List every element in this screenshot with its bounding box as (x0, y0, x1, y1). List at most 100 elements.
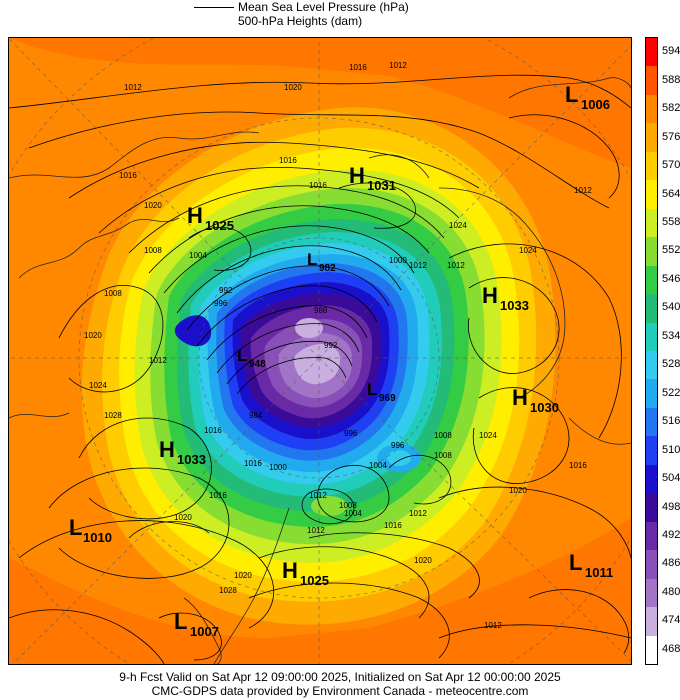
vortex-east-core (387, 450, 411, 466)
isobar-label: 1012 (309, 491, 327, 500)
colorbar-swatch (646, 94, 657, 124)
isobars (9, 74, 631, 664)
isobar-label: 1004 (189, 251, 207, 260)
isobar-label: 1000 (389, 256, 407, 265)
svg-text:1010: 1010 (83, 530, 112, 545)
colorbar-tick-label: 528 (662, 358, 680, 371)
isobar-label: 1012 (307, 526, 325, 535)
colorbar-swatch (646, 493, 657, 523)
colorbar-tick-label: 510 (662, 443, 680, 456)
colorbar-tick-label: 498 (662, 500, 680, 513)
colorbar-swatch (646, 151, 657, 181)
height-band-588 (9, 38, 631, 168)
colorbar-swatch (646, 208, 657, 238)
isobar-legend-line (194, 7, 234, 8)
svg-text:1033: 1033 (500, 298, 529, 313)
forecast-valid-line: 9-h Fcst Valid on Sat Apr 12 09:00:00 20… (119, 670, 561, 684)
isobar-label: 1020 (174, 513, 192, 522)
height-band-474 (293, 344, 340, 385)
isobar-label: 984 (249, 411, 263, 420)
colorbar-swatch (646, 265, 657, 295)
svg-text:L: L (174, 609, 187, 634)
colorbar-swatch (646, 123, 657, 153)
isobar-label: 1008 (339, 501, 357, 510)
colorbar-tick-label: 474 (662, 614, 680, 627)
isobar-label: 1020 (284, 83, 302, 92)
colorbar-tick-label: 564 (662, 187, 680, 200)
colorbar-tick-label: 558 (662, 215, 680, 228)
isobar-label: 1012 (124, 83, 142, 92)
svg-text:L: L (237, 346, 247, 365)
svg-text:H: H (482, 283, 498, 308)
svg-text:L: L (69, 515, 82, 540)
svg-text:H: H (512, 385, 528, 410)
high-pressure-system: H 1030 (512, 385, 559, 415)
isobar-label: 1012 (447, 261, 465, 270)
isobar-label: 1028 (219, 586, 237, 595)
svg-text:1025: 1025 (205, 218, 234, 233)
isobar-label: 1000 (269, 463, 287, 472)
isobar-label: 1008 (434, 431, 452, 440)
isobar-label: 1024 (449, 221, 467, 230)
isobar-label: 996 (391, 441, 405, 450)
low-pressure-system: L 1007 (174, 609, 219, 639)
low-pressure-system: L 1011 (569, 550, 613, 580)
colorbar-swatch (646, 464, 657, 494)
isobar-label: 1020 (509, 486, 527, 495)
isobar-label: 1024 (519, 246, 537, 255)
isobar-label: 1016 (119, 171, 137, 180)
colorbar-swatch (646, 237, 657, 267)
isobar-label: 1028 (104, 411, 122, 420)
colorbar-swatch (646, 66, 657, 96)
svg-text:L: L (307, 250, 317, 269)
colorbar-tick-label: 546 (662, 272, 680, 285)
height-band-588-south (9, 518, 631, 664)
isobar-label: 1012 (409, 509, 427, 518)
isobar-label: 1016 (569, 461, 587, 470)
isobar-label: 1012 (389, 61, 407, 70)
svg-text:H: H (159, 437, 175, 462)
height-band-474-north (295, 318, 323, 338)
colorbar-tick-label: 492 (662, 528, 680, 541)
isobar-label: 1008 (144, 246, 162, 255)
isobar-label: 1016 (244, 459, 262, 468)
high-pressure-system: H 1031 (349, 163, 396, 193)
colorbar-swatch (646, 407, 657, 437)
isobar-label: 1008 (104, 289, 122, 298)
low-pressure-system: L 969 (367, 380, 396, 404)
data-credit-line: CMC-GDPS data provided by Environment Ca… (151, 684, 529, 698)
heights-legend-label: 500-hPa Heights (dam) (238, 14, 363, 28)
isobar-label-layer: 1012 1016 1020 1016 1012 1020 1024 1016 … (84, 61, 592, 630)
pressure-system-layer: H 1031 H 1025 L 1006 H 1033 H 1030 H 103… (69, 82, 613, 639)
isobar-label: 996 (214, 299, 228, 308)
svg-text:969: 969 (379, 393, 396, 404)
isobar-label: 1012 (149, 356, 167, 365)
height-colorbar (645, 37, 658, 665)
svg-text:1011: 1011 (585, 565, 613, 580)
isobar-label: 1016 (384, 521, 402, 530)
isobar-label: 992 (219, 286, 233, 295)
map-legend: Mean Sea Level Pressure (hPa) 500-hPa He… (188, 0, 488, 32)
colorbar-tick-label: 516 (662, 415, 680, 428)
isobar-label: 1004 (369, 461, 387, 470)
colorbar-tick-label: 480 (662, 585, 680, 598)
colorbar-swatch (646, 550, 657, 580)
isobar-label: 1016 (349, 63, 367, 72)
colorbar-swatch (646, 38, 657, 67)
isobar-label: 1016 (209, 491, 227, 500)
colorbar-swatch (646, 351, 657, 380)
svg-text:1033: 1033 (177, 452, 206, 467)
svg-text:H: H (282, 558, 298, 583)
colorbar-tick-label: 540 (662, 301, 680, 314)
high-pressure-system: H 1033 (482, 283, 529, 313)
svg-text:H: H (187, 203, 203, 228)
isobar-label: 1020 (234, 571, 252, 580)
svg-text:L: L (367, 380, 377, 399)
svg-text:H: H (349, 163, 365, 188)
vortex-south (311, 496, 347, 516)
svg-text:1030: 1030 (530, 400, 559, 415)
low-pressure-system: L 1006 (565, 82, 610, 112)
colorbar-tick-label: 588 (662, 73, 680, 86)
low-pressure-system: L 1010 (69, 515, 112, 545)
height-band-504-west (174, 315, 212, 347)
